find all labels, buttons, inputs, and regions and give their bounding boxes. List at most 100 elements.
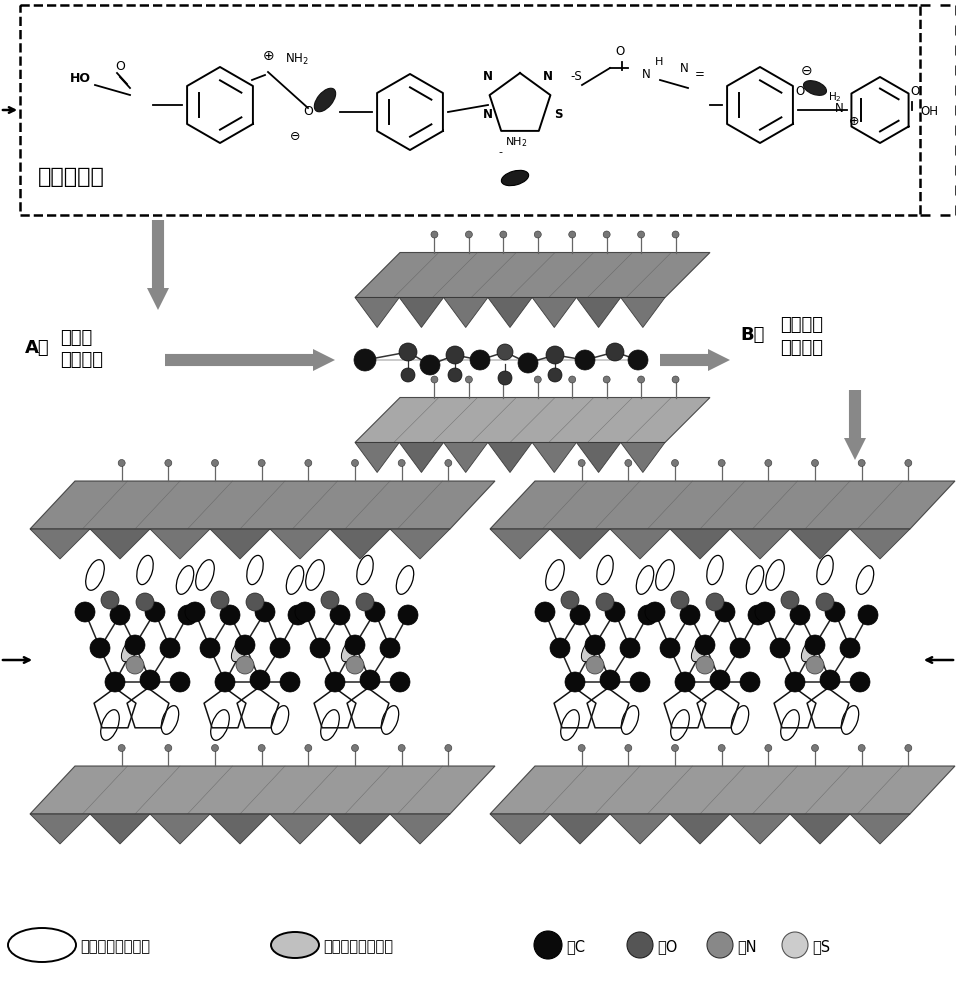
Circle shape <box>695 635 715 655</box>
Circle shape <box>638 231 644 238</box>
Circle shape <box>211 460 219 466</box>
Polygon shape <box>730 814 790 844</box>
Circle shape <box>325 672 345 692</box>
Text: B：: B： <box>740 326 765 344</box>
Circle shape <box>500 376 507 383</box>
Circle shape <box>356 593 374 611</box>
Ellipse shape <box>656 560 674 590</box>
Polygon shape <box>550 814 610 844</box>
Circle shape <box>707 932 733 958</box>
Polygon shape <box>660 349 730 371</box>
Circle shape <box>718 744 726 752</box>
Circle shape <box>466 376 472 383</box>
Circle shape <box>850 672 870 692</box>
Circle shape <box>255 602 275 622</box>
Circle shape <box>605 602 625 622</box>
Circle shape <box>706 593 724 611</box>
Text: -S: -S <box>570 70 582 83</box>
Ellipse shape <box>176 566 194 594</box>
Circle shape <box>445 744 452 752</box>
Circle shape <box>620 638 640 658</box>
Circle shape <box>445 460 452 466</box>
Circle shape <box>585 635 605 655</box>
Ellipse shape <box>357 555 373 585</box>
Circle shape <box>398 744 405 752</box>
Polygon shape <box>850 529 910 559</box>
Polygon shape <box>490 481 955 529</box>
Polygon shape <box>490 529 550 559</box>
Circle shape <box>236 656 254 674</box>
Text: HO: HO <box>70 72 91 85</box>
Polygon shape <box>147 220 169 310</box>
Circle shape <box>858 605 878 625</box>
Circle shape <box>346 656 364 674</box>
Circle shape <box>145 602 165 622</box>
Circle shape <box>603 231 610 238</box>
Circle shape <box>740 672 760 692</box>
Ellipse shape <box>597 555 613 585</box>
Polygon shape <box>444 298 488 328</box>
Circle shape <box>126 656 144 674</box>
Circle shape <box>390 672 410 692</box>
Text: O: O <box>795 85 804 98</box>
Circle shape <box>628 350 648 370</box>
Circle shape <box>170 672 190 692</box>
Text: ：O: ：O <box>657 940 678 954</box>
Circle shape <box>638 605 658 625</box>
Circle shape <box>215 672 235 692</box>
Circle shape <box>569 231 576 238</box>
Circle shape <box>715 602 735 622</box>
Polygon shape <box>400 298 444 328</box>
Ellipse shape <box>803 81 827 95</box>
Polygon shape <box>610 814 670 844</box>
Circle shape <box>380 638 400 658</box>
Circle shape <box>258 744 265 752</box>
Polygon shape <box>850 814 910 844</box>
Circle shape <box>765 460 771 466</box>
Circle shape <box>164 744 172 752</box>
Circle shape <box>446 346 464 364</box>
Text: $\oplus$: $\oplus$ <box>848 115 859 128</box>
Circle shape <box>178 605 198 625</box>
Ellipse shape <box>397 566 414 594</box>
Text: ：N: ：N <box>737 940 756 954</box>
Ellipse shape <box>501 170 529 186</box>
Ellipse shape <box>706 555 724 585</box>
Circle shape <box>904 460 912 466</box>
Polygon shape <box>30 481 495 529</box>
Text: O: O <box>616 45 624 58</box>
Ellipse shape <box>231 638 249 662</box>
Circle shape <box>125 635 145 655</box>
Circle shape <box>575 350 595 370</box>
Ellipse shape <box>247 555 263 585</box>
Circle shape <box>288 605 308 625</box>
Polygon shape <box>355 252 710 298</box>
Polygon shape <box>30 529 90 559</box>
Polygon shape <box>90 529 150 559</box>
Ellipse shape <box>561 710 579 740</box>
Polygon shape <box>730 529 790 559</box>
Circle shape <box>498 371 512 385</box>
Polygon shape <box>270 529 330 559</box>
Circle shape <box>586 656 604 674</box>
Text: ：S: ：S <box>812 940 830 954</box>
Text: H: H <box>655 57 663 67</box>
Text: S: S <box>554 108 562 121</box>
Circle shape <box>645 602 665 622</box>
Polygon shape <box>400 442 444 473</box>
Circle shape <box>550 638 570 658</box>
Circle shape <box>105 672 125 692</box>
Circle shape <box>596 593 614 611</box>
Text: NH$_2$: NH$_2$ <box>505 135 528 149</box>
Ellipse shape <box>781 710 799 740</box>
Text: ：氯离子探针链段: ：氯离子探针链段 <box>80 940 150 954</box>
Circle shape <box>710 670 730 690</box>
Circle shape <box>431 376 438 383</box>
Ellipse shape <box>581 638 598 662</box>
Circle shape <box>295 602 315 622</box>
Polygon shape <box>490 814 550 844</box>
Circle shape <box>638 376 644 383</box>
Circle shape <box>603 376 610 383</box>
Ellipse shape <box>731 706 749 734</box>
Circle shape <box>497 344 513 360</box>
